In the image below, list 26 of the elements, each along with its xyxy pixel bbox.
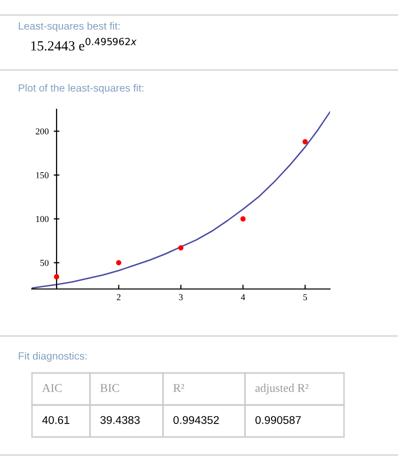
x-tick-label: 3 — [179, 294, 183, 300]
point — [240, 216, 246, 222]
text: 15.2443 e$^{0.495962x}$ — [31, 38, 137, 51]
text: 0.994352 — [173, 416, 219, 424]
text: BIC — [100, 384, 120, 392]
point — [302, 139, 308, 144]
point — [54, 274, 60, 280]
text: adjusted R² — [255, 384, 308, 394]
text: 40.61 — [42, 416, 70, 424]
y-tick-label: 100 — [36, 216, 49, 222]
line-series — [32, 111, 330, 289]
y-tick-label: 50 — [40, 260, 49, 266]
y-tick-label: 200 — [36, 128, 49, 134]
point — [116, 260, 122, 266]
y-tick-label: 150 — [36, 172, 49, 178]
x-tick-label: 4 — [240, 294, 246, 300]
point — [178, 245, 184, 250]
x-tick-label: 2 — [116, 294, 120, 300]
x-tick-label: 5 — [303, 294, 308, 300]
text: R² — [173, 384, 184, 392]
text: 39.4383 — [100, 416, 140, 424]
text: 0.990587 — [255, 416, 301, 424]
text: AIC — [42, 384, 62, 392]
chart-subtitle: Plot of the least-squares fit: — [18, 84, 144, 94]
text: Fit diagnostics: — [18, 352, 87, 362]
chart-title: Least-squares best fit: — [18, 22, 120, 32]
